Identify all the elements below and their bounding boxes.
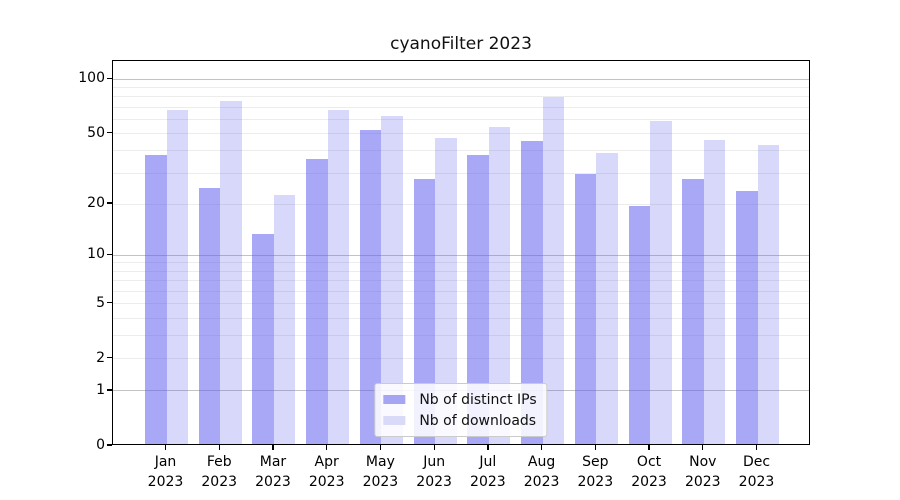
y-tick-mark-10 [107,253,112,256]
x-tick-label-jul: Jul 2023 [470,454,506,490]
gridline-minor-60 [113,118,809,120]
x-tick-mark-aug [540,445,543,450]
bar-dec-nb-of-distinct-ips [736,191,758,444]
bar-apr-nb-of-distinct-ips [306,159,328,444]
gridline-minor-6 [113,290,809,292]
legend-swatch-distinct-ips [383,395,406,404]
y-tick-mark-1 [107,389,112,391]
x-tick-label-jan: Jan 2023 [147,454,184,490]
x-tick-label-sep: Sep 2023 [577,454,614,490]
x-tick-mark-mar [272,445,274,450]
gridline-minor-3 [113,335,809,337]
x-tick-label-nov: Nov 2023 [684,454,721,490]
legend: Nb of distinct IPs Nb of downloads [374,383,548,437]
gridline-minor-7 [113,280,809,282]
legend-entry-downloads: Nb of downloads [383,410,536,431]
bar-nov-nb-of-distinct-ips [682,179,704,444]
x-tick-mark-jun [433,445,435,450]
x-tick-mark-dec [755,445,758,450]
x-tick-mark-jul [487,445,489,450]
y-tick-label-2: 2 [96,349,105,366]
gridline-minor-9 [113,262,809,264]
y-tick-mark-20 [107,202,112,204]
bar-oct-nb-of-downloads [650,121,672,444]
bar-jan-nb-of-downloads [166,109,188,444]
bar-aug-nb-of-distinct-ips [521,141,543,444]
y-tick-label-100: 100 [78,70,105,87]
x-tick-mark-nov [702,445,704,450]
gridline-minor-4 [113,317,809,319]
gridline-minor-40 [113,150,809,152]
bar-jan-nb-of-distinct-ips [145,154,167,444]
gridline-minor-2 [113,358,809,360]
bar-aug-nb-of-downloads [542,96,565,444]
bar-mar-nb-of-downloads [273,194,296,444]
bar-nov-nb-of-downloads [703,139,726,444]
bar-feb-nb-of-downloads [220,100,242,444]
y-tick-mark-2 [107,357,112,359]
bar-jul-nb-of-downloads [488,126,511,444]
gridline-minor-90 [113,86,809,88]
y-tick-mark-50 [107,131,112,134]
x-tick-label-oct: Oct 2023 [631,454,667,490]
x-tick-mark-apr [326,445,328,450]
gridline-minor-8 [113,270,809,272]
x-tick-mark-may [379,445,382,450]
x-tick-label-mar: Mar 2023 [255,454,291,490]
legend-swatch-downloads [383,416,406,425]
x-tick-mark-sep [594,445,596,450]
y-tick-label-5: 5 [96,294,105,311]
bar-oct-nb-of-distinct-ips [628,205,651,444]
x-tick-label-jun: Jun 2023 [416,454,452,490]
x-tick-mark-feb [218,445,220,450]
bar-jun-nb-of-distinct-ips [413,179,436,444]
y-tick-label-1: 1 [96,381,105,398]
y-tick-label-50: 50 [87,124,105,141]
y-tick-mark-100 [107,77,112,79]
gridline-minor-70 [113,106,809,108]
plot-area: Nb of distinct IPs Nb of downloads [112,60,810,445]
legend-label-downloads: Nb of downloads [419,412,537,429]
gridline-minor-50 [113,133,809,134]
x-tick-label-feb: Feb 2023 [201,454,238,490]
y-tick-label-10: 10 [87,246,105,263]
y-tick-label-20: 20 [87,195,105,212]
y-tick-mark-0 [107,444,112,446]
gridline-minor-20 [113,203,809,205]
bar-may-nb-of-downloads [381,116,403,444]
gridline-major-10 [113,254,809,256]
x-tick-label-may: May 2023 [362,454,399,490]
x-tick-label-dec: Dec 2023 [738,454,775,490]
bar-feb-nb-of-distinct-ips [198,188,221,444]
legend-label-distinct-ips: Nb of distinct IPs [419,391,537,408]
bar-dec-nb-of-downloads [757,145,779,444]
y-tick-label-0: 0 [96,437,105,453]
chart-title: cyanoFilter 2023 [390,34,532,54]
bar-jul-nb-of-distinct-ips [467,154,489,444]
bar-jun-nb-of-downloads [435,138,457,444]
gridline-minor-30 [113,172,809,174]
x-tick-label-apr: Apr 2023 [308,454,345,490]
bar-mar-nb-of-distinct-ips [252,234,274,444]
x-tick-mark-oct [648,445,650,450]
x-tick-label-aug: Aug 2023 [523,454,560,490]
y-tick-mark-5 [107,301,112,304]
bar-may-nb-of-distinct-ips [359,129,382,444]
bar-apr-nb-of-downloads [327,109,350,444]
legend-entry-distinct-ips: Nb of distinct IPs [383,389,537,410]
gridline-major-100 [113,78,809,80]
x-tick-mark-jan [164,445,167,450]
bar-sep-nb-of-downloads [596,152,618,444]
gridline-minor-80 [113,96,809,98]
bar-sep-nb-of-distinct-ips [574,173,597,444]
gridline-minor-5 [113,303,809,305]
